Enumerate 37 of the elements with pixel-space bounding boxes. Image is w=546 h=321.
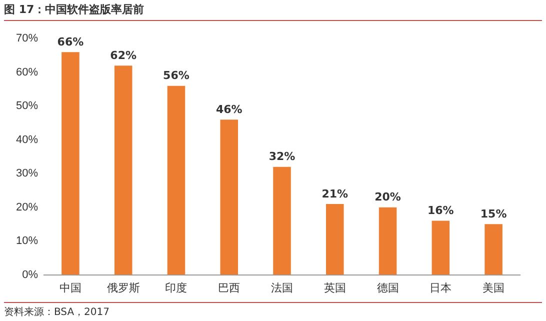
y-tick-label: 20% — [16, 201, 38, 214]
data-label: 56% — [163, 69, 190, 82]
bar — [378, 207, 397, 275]
y-tick-label: 30% — [16, 168, 38, 180]
y-tick-label: 40% — [16, 134, 38, 146]
data-label: 46% — [216, 102, 242, 116]
x-tick-label: 俄罗斯 — [106, 281, 140, 294]
bar — [114, 66, 132, 275]
bar — [62, 52, 80, 275]
y-tick-label: 10% — [16, 235, 38, 248]
x-tick-label: 法国 — [271, 281, 294, 294]
x-tick-label: 美国 — [482, 281, 505, 294]
x-tick-label: 印度 — [165, 281, 188, 294]
bar — [326, 204, 344, 275]
x-tick-label: 中国 — [59, 281, 82, 294]
data-label: 20% — [374, 190, 401, 204]
x-tick-label: 日本 — [430, 281, 452, 294]
chart-title: 图 17：中国软件盗版率居前 — [4, 2, 542, 21]
x-tick-label: 英国 — [324, 281, 346, 294]
data-label: 21% — [322, 187, 348, 200]
bar — [484, 224, 502, 275]
x-tick-label: 德国 — [376, 282, 399, 294]
bar — [220, 120, 238, 275]
data-label: 15% — [480, 208, 507, 221]
data-label: 16% — [427, 204, 454, 218]
bar — [167, 86, 186, 275]
y-tick-label: 70% — [16, 32, 38, 45]
bar — [432, 220, 450, 275]
data-label: 62% — [110, 48, 137, 62]
data-label: 32% — [268, 150, 296, 164]
bar — [273, 166, 291, 275]
data-label: 66% — [57, 35, 84, 48]
y-tick-label: 50% — [16, 100, 38, 112]
text: 资料来源：BSA，2017 — [4, 302, 542, 319]
y-tick-label: 0% — [22, 268, 38, 281]
y-tick-label: 60% — [16, 66, 38, 78]
x-tick-label: 巴西 — [218, 282, 240, 294]
